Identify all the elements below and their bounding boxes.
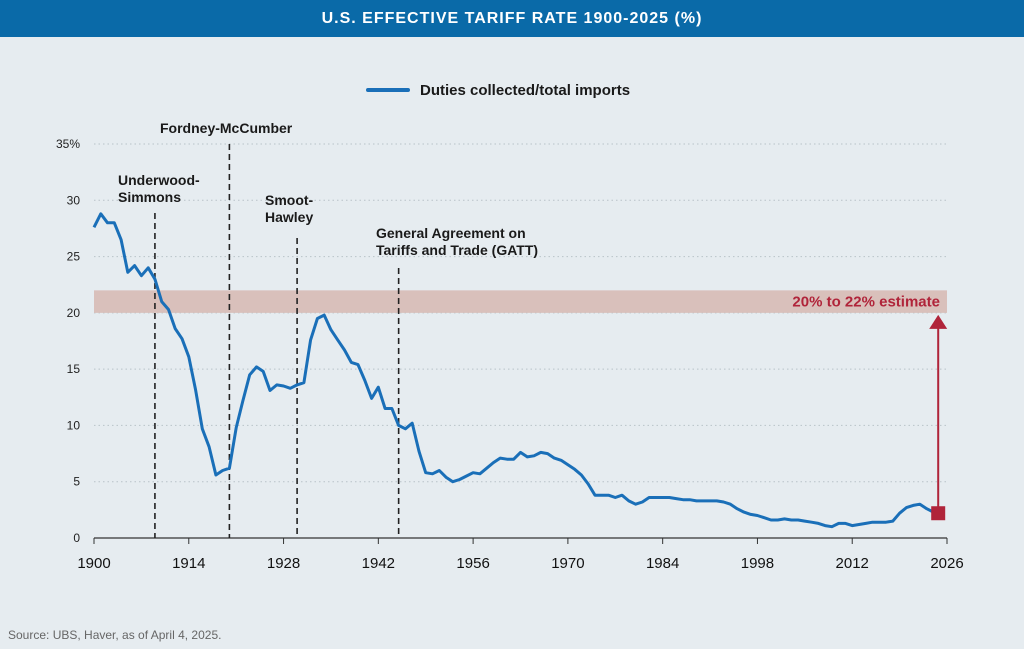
chart-title: U.S. EFFECTIVE TARIFF RATE 1900-2025 (%) bbox=[0, 0, 1024, 37]
event-label: Simmons bbox=[118, 189, 181, 205]
event-label: General Agreement on bbox=[376, 225, 526, 241]
legend-label: Duties collected/total imports bbox=[420, 81, 631, 99]
x-tick-label: 2012 bbox=[836, 555, 869, 572]
estimate-band-label: 20% to 22% estimate bbox=[792, 294, 940, 311]
y-tick-label: 35% bbox=[56, 137, 80, 151]
estimate-band bbox=[94, 290, 947, 313]
event-label: Tariffs and Trade (GATT) bbox=[376, 242, 538, 258]
x-tick-label: 1942 bbox=[362, 555, 395, 572]
series-line bbox=[92, 212, 935, 529]
y-tick-label: 0 bbox=[73, 531, 80, 545]
estimate-marker bbox=[931, 506, 946, 521]
y-tick-label: 20 bbox=[67, 306, 81, 320]
x-tick-label: 1928 bbox=[267, 555, 300, 572]
x-tick-label: 1956 bbox=[456, 555, 489, 572]
x-tick-label: 1984 bbox=[646, 555, 679, 572]
x-tick-label: 2026 bbox=[930, 555, 963, 572]
event-label: Hawley bbox=[265, 209, 313, 225]
x-tick-label: 1998 bbox=[741, 555, 774, 572]
y-tick-label: 10 bbox=[67, 418, 81, 432]
event-label: Fordney-McCumber bbox=[160, 120, 293, 136]
legend: Duties collected/total imports bbox=[366, 80, 630, 100]
x-tick-label: 1914 bbox=[172, 555, 205, 572]
x-tick-label: 1970 bbox=[551, 555, 584, 572]
x-tick-label: 1900 bbox=[77, 555, 110, 572]
y-tick-label: 5 bbox=[73, 475, 80, 489]
y-tick-label: 15 bbox=[67, 362, 81, 376]
legend-line-swatch bbox=[366, 88, 410, 92]
event-label: Smoot- bbox=[265, 192, 314, 208]
estimate-arrow-head bbox=[929, 314, 948, 329]
event-label: Underwood- bbox=[118, 172, 200, 188]
y-tick-label: 25 bbox=[67, 250, 81, 264]
source-note: Source: UBS, Haver, as of April 4, 2025. bbox=[8, 628, 222, 642]
y-tick-label: 30 bbox=[67, 193, 81, 207]
